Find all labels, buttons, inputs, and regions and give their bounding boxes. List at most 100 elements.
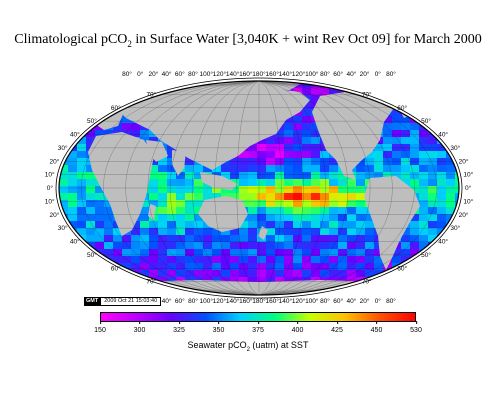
ocean-cell xyxy=(104,242,114,250)
ocean-cell xyxy=(428,291,438,295)
ocean-cell xyxy=(311,235,321,243)
ocean-cell xyxy=(257,165,267,173)
longitude-label-top: 20° xyxy=(148,70,158,78)
ocean-cell xyxy=(266,228,276,236)
ocean-cell xyxy=(302,235,312,243)
ocean-cell xyxy=(167,81,177,89)
ocean-cell xyxy=(239,221,249,229)
ocean-cell xyxy=(167,207,177,215)
ocean-cell xyxy=(275,186,285,194)
ocean-cell xyxy=(383,172,393,180)
ocean-cell xyxy=(284,277,294,285)
ocean-cell xyxy=(320,151,330,159)
ocean-cell xyxy=(320,249,330,257)
ocean-cell xyxy=(374,256,384,264)
ocean-cell xyxy=(302,123,312,131)
ocean-cell xyxy=(185,221,195,229)
ocean-cell xyxy=(275,263,285,271)
ocean-cell xyxy=(428,200,438,208)
ocean-cell xyxy=(194,207,204,215)
latitude-label-right: 30° xyxy=(450,224,460,232)
ocean-cell xyxy=(356,165,366,173)
ocean-cell xyxy=(122,263,132,271)
ocean-cell xyxy=(338,179,348,187)
ocean-cell xyxy=(329,179,339,187)
ocean-cell xyxy=(77,81,87,89)
ocean-cell xyxy=(203,263,213,271)
ocean-cell xyxy=(437,81,447,89)
ocean-cell xyxy=(293,193,303,201)
ocean-cell xyxy=(410,186,420,194)
ocean-cell xyxy=(338,228,348,236)
longitude-label-top: 0° xyxy=(137,70,144,78)
ocean-cell xyxy=(86,228,96,236)
ocean-cell xyxy=(437,151,447,159)
ocean-cell xyxy=(257,263,267,271)
ocean-cell xyxy=(446,249,456,257)
ocean-cell xyxy=(248,207,258,215)
ocean-cell xyxy=(239,179,249,187)
ocean-cell xyxy=(59,200,69,208)
ocean-cell xyxy=(68,102,78,110)
ocean-cell xyxy=(338,186,348,194)
ocean-cell xyxy=(284,214,294,222)
ocean-cell xyxy=(59,102,69,110)
ocean-cell xyxy=(77,109,87,117)
ocean-cell xyxy=(68,109,78,117)
ocean-cell xyxy=(239,277,249,285)
ocean-cell xyxy=(437,263,447,271)
ocean-cell xyxy=(428,193,438,201)
ocean-cell xyxy=(230,235,240,243)
ocean-cell xyxy=(302,249,312,257)
ocean-cell xyxy=(266,221,276,229)
ocean-cell xyxy=(275,151,285,159)
ocean-cell xyxy=(410,179,420,187)
ocean-cell xyxy=(401,116,411,124)
ocean-cell xyxy=(311,95,321,103)
latitude-label-left: 40° xyxy=(70,131,80,139)
ocean-cell xyxy=(437,158,447,166)
ocean-cell xyxy=(167,256,177,264)
ocean-cell xyxy=(374,81,384,89)
ocean-cell xyxy=(383,81,393,89)
ocean-cell xyxy=(131,88,141,96)
ocean-cell xyxy=(275,207,285,215)
ocean-cell xyxy=(77,102,87,110)
ocean-cell xyxy=(284,235,294,243)
ocean-cell xyxy=(77,207,87,215)
colorbar-tick: 150 xyxy=(94,321,106,334)
ocean-cell xyxy=(239,193,249,201)
ocean-cell xyxy=(212,249,222,257)
ocean-cell xyxy=(149,193,159,201)
longitude-labels-bottom: 80°0°20°40°60°80°100°120°140°160°180°160… xyxy=(122,297,396,305)
ocean-cell xyxy=(68,193,78,201)
ocean-cell xyxy=(446,277,456,285)
ocean-cell xyxy=(257,214,267,222)
ocean-cell xyxy=(446,123,456,131)
ocean-cell xyxy=(59,186,69,194)
ocean-cell xyxy=(401,235,411,243)
ocean-cell xyxy=(221,228,231,236)
ocean-cell xyxy=(158,158,168,166)
ocean-cell xyxy=(86,214,96,222)
ocean-cell xyxy=(158,193,168,201)
ocean-cell xyxy=(104,130,114,138)
ocean-cell xyxy=(302,263,312,271)
ocean-cell xyxy=(293,249,303,257)
ocean-cell xyxy=(68,256,78,264)
latitude-label-left: 10° xyxy=(45,171,55,179)
ocean-cell xyxy=(248,263,258,271)
longitude-label-top: 80° xyxy=(386,70,396,78)
ocean-cell xyxy=(284,130,294,138)
ocean-cell xyxy=(239,242,249,250)
latitude-label-right: 30° xyxy=(450,144,460,152)
ocean-cell xyxy=(383,165,393,173)
ocean-cell xyxy=(194,179,204,187)
ocean-cell xyxy=(293,256,303,264)
ocean-cell xyxy=(104,200,114,208)
ocean-cell xyxy=(284,263,294,271)
ocean-cell xyxy=(374,165,384,173)
ocean-cell xyxy=(77,165,87,173)
ocean-cell xyxy=(95,270,105,278)
ocean-cell xyxy=(122,242,132,250)
